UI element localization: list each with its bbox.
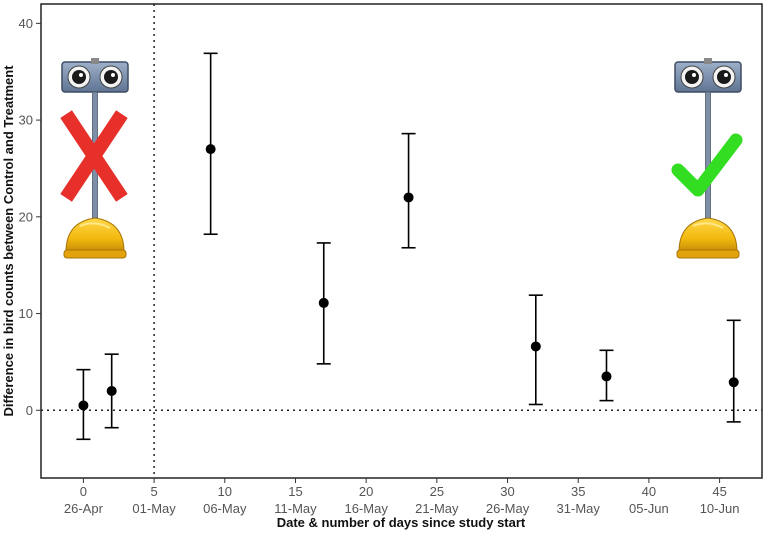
x-tick-date-label: 21-May	[415, 501, 459, 516]
x-tick-date-label: 26-Apr	[64, 501, 104, 516]
data-point	[728, 377, 739, 388]
y-axis-title: Difference in bird counts between Contro…	[1, 65, 16, 417]
data-point-group	[528, 294, 543, 406]
x-tick-label: 45	[712, 484, 726, 499]
y-tick-label: 10	[19, 306, 33, 321]
plot-panel	[40, 3, 763, 479]
data-point	[530, 341, 541, 352]
x-axis: 0 26-Apr 5 01-May 10 06-May 15 11-May 20 16-May 25…	[64, 478, 740, 516]
data-point	[205, 144, 216, 155]
x-tick-date-label: 01-May	[132, 501, 176, 516]
illustrations	[60, 57, 743, 259]
x-tick-label: 40	[642, 484, 656, 499]
data-points	[76, 52, 741, 441]
x-tick-date-label: 05-Jun	[629, 501, 669, 516]
data-point	[318, 297, 329, 308]
data-point-group	[726, 319, 741, 423]
data-point-group	[599, 349, 614, 402]
y-tick-label: 40	[19, 16, 33, 31]
x-tick-date-label: 10-Jun	[700, 501, 740, 516]
x-tick-date-label: 16-May	[344, 501, 388, 516]
cross-icon	[60, 110, 128, 202]
x-tick-label: 25	[430, 484, 444, 499]
x-tick-label: 15	[288, 484, 302, 499]
data-point-group	[76, 368, 91, 441]
y-tick-label: 0	[26, 403, 33, 418]
x-tick-date-label: 11-May	[274, 501, 317, 516]
x-tick-date-label: 26-May	[486, 501, 530, 516]
check-stroke	[671, 133, 743, 197]
data-point	[106, 385, 117, 396]
data-point	[78, 400, 89, 411]
y-axis: 0 10 20 30 40	[19, 16, 41, 418]
x-tick-label: 0	[80, 484, 87, 499]
check-icon	[671, 133, 743, 197]
data-point	[601, 371, 612, 382]
x-tick-label: 30	[500, 484, 514, 499]
x-axis-title: Date & number of days since study start	[277, 515, 526, 530]
x-tick-label: 35	[571, 484, 585, 499]
y-tick-label: 20	[19, 209, 33, 224]
x-tick-date-label: 31-May	[557, 501, 601, 516]
data-point-group	[401, 132, 416, 249]
cross-stroke	[60, 110, 128, 202]
data-point-group	[203, 52, 218, 236]
data-point-group	[104, 353, 119, 429]
x-tick-date-label: 06-May	[203, 501, 247, 516]
data-point	[403, 192, 414, 203]
reference-lines	[41, 4, 762, 478]
y-tick-label: 30	[19, 113, 33, 128]
x-tick-label: 5	[150, 484, 157, 499]
data-point-group	[316, 242, 331, 365]
x-tick-label: 10	[218, 484, 232, 499]
x-tick-label: 20	[359, 484, 373, 499]
